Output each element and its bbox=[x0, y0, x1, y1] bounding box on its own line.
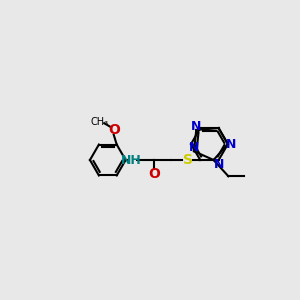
Text: S: S bbox=[183, 153, 193, 167]
Text: N: N bbox=[191, 120, 201, 133]
Text: N: N bbox=[226, 138, 237, 151]
Text: CH₃: CH₃ bbox=[91, 117, 109, 127]
Text: NH: NH bbox=[121, 154, 141, 166]
Text: O: O bbox=[108, 123, 120, 137]
Text: O: O bbox=[148, 167, 160, 181]
Text: N: N bbox=[214, 158, 224, 171]
Text: N: N bbox=[189, 141, 199, 154]
